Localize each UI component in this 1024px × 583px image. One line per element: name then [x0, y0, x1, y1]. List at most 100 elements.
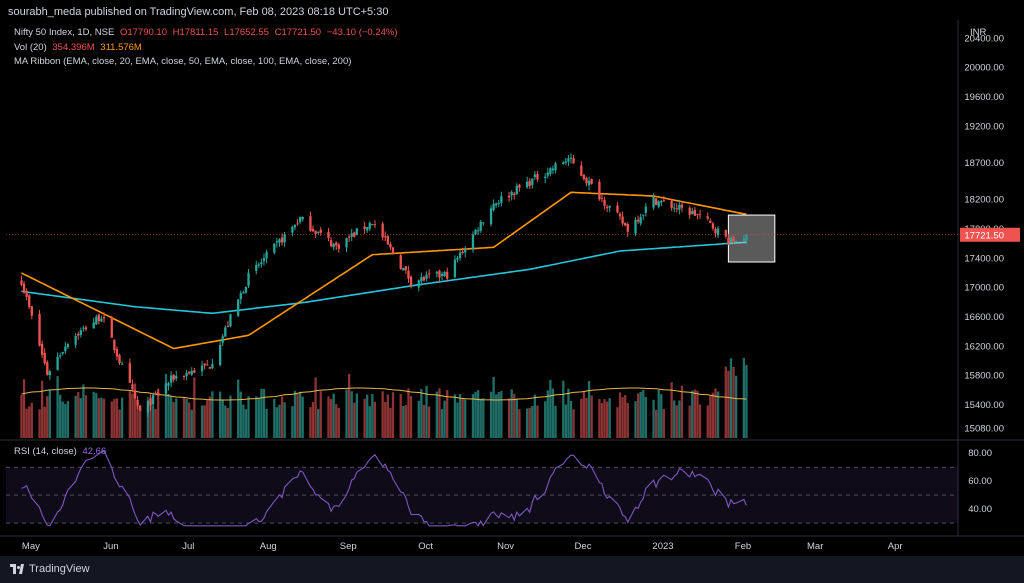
- candle-body: [200, 365, 204, 372]
- volume-bar: [497, 392, 500, 438]
- volume-bar: [371, 393, 374, 438]
- candle-body: [391, 247, 395, 255]
- candle-body: [332, 243, 335, 248]
- volume-bar: [74, 395, 77, 438]
- candle-body: [564, 161, 568, 163]
- volume-bar: [582, 390, 586, 438]
- candle-body: [497, 202, 500, 204]
- volume-bar: [605, 401, 609, 438]
- candle-body: [587, 180, 591, 186]
- candle-body: [309, 216, 312, 231]
- candle-body: [46, 361, 49, 375]
- candle-body: [371, 224, 374, 226]
- volume-bar: [278, 404, 281, 438]
- candle-body: [696, 213, 699, 215]
- candle-body: [355, 228, 359, 235]
- volume-bar: [291, 406, 294, 438]
- candle-body: [624, 222, 627, 226]
- candle-body: [136, 399, 139, 406]
- candle-body: [167, 383, 170, 386]
- volume-bar: [693, 389, 697, 438]
- candle-body: [22, 283, 26, 293]
- time-tick-label: Mar: [807, 541, 823, 552]
- legend-open: O17790.10: [119, 27, 167, 38]
- volume-bar: [208, 396, 211, 438]
- candle-body: [226, 326, 230, 328]
- volume-bar: [43, 406, 46, 438]
- candle-body: [113, 339, 116, 351]
- candle-body: [652, 196, 655, 208]
- volume-bar: [226, 407, 230, 438]
- candle-body: [698, 214, 702, 216]
- candle-body: [404, 266, 408, 271]
- candle-body: [554, 163, 557, 171]
- volume-bar: [443, 400, 446, 438]
- volume-bar: [247, 396, 250, 438]
- volume-bar: [260, 388, 263, 438]
- candle-body: [239, 293, 242, 300]
- candle-body: [510, 191, 513, 196]
- candle-body: [706, 216, 709, 219]
- price-tick-label: 19200.00: [964, 121, 1004, 132]
- candle-body: [381, 223, 384, 238]
- candle-body: [745, 234, 748, 241]
- volume-bar: [257, 398, 260, 438]
- tradingview-logo-icon: [10, 564, 24, 574]
- candle-body: [237, 299, 240, 316]
- candle-body: [190, 370, 193, 375]
- candle-body: [255, 264, 258, 271]
- volume-bar: [133, 383, 137, 438]
- volume-bar: [193, 377, 196, 438]
- volume-bar: [554, 405, 557, 438]
- candle-body: [446, 271, 449, 279]
- candle-body: [280, 237, 284, 243]
- candle-body: [278, 239, 281, 243]
- volume-bar: [82, 384, 85, 438]
- volume-bar: [327, 396, 330, 438]
- candle-body: [149, 398, 152, 406]
- volume-bar: [642, 390, 645, 438]
- candle-body: [244, 286, 248, 293]
- candle-body: [724, 229, 727, 237]
- volume-bar: [549, 380, 552, 438]
- volume-bar: [438, 388, 441, 438]
- volume-bar: [479, 398, 482, 438]
- volume-bar: [598, 399, 601, 438]
- volume-bar: [662, 408, 666, 438]
- volume-bar: [138, 409, 142, 438]
- candle-body: [193, 370, 196, 373]
- time-tick-label: Jun: [103, 541, 118, 552]
- volume-bar: [154, 409, 157, 438]
- candle-body: [133, 390, 137, 398]
- candle-body: [518, 184, 521, 188]
- candle-body: [79, 330, 82, 336]
- volume-bar: [355, 393, 359, 438]
- candle-body: [206, 364, 209, 366]
- candle-body: [580, 165, 583, 176]
- candle-body: [482, 222, 485, 224]
- candle-body: [386, 236, 389, 245]
- volume-bar: [471, 394, 475, 438]
- candle-body: [528, 180, 531, 186]
- time-tick-label: Sep: [340, 541, 357, 552]
- volume-bar: [102, 398, 106, 438]
- candle-body: [131, 384, 134, 390]
- volume-bar: [353, 402, 356, 438]
- volume-bar: [314, 377, 317, 438]
- candle-body: [435, 272, 439, 274]
- volume-bar: [587, 381, 591, 438]
- volume-bar: [551, 388, 555, 438]
- volume-bar: [533, 394, 537, 438]
- tradingview-brand[interactable]: TradingView: [10, 563, 90, 575]
- candle-body: [621, 216, 624, 224]
- volume-bar: [680, 385, 684, 438]
- candle-body: [711, 223, 715, 229]
- ema-50-line: [21, 191, 747, 350]
- candle-body: [224, 327, 227, 337]
- volume-bar: [203, 405, 206, 438]
- rsi-tick-label: 60.00: [968, 476, 992, 487]
- candle-body: [40, 343, 44, 355]
- volume-bar: [660, 394, 663, 438]
- candle-body: [164, 384, 168, 394]
